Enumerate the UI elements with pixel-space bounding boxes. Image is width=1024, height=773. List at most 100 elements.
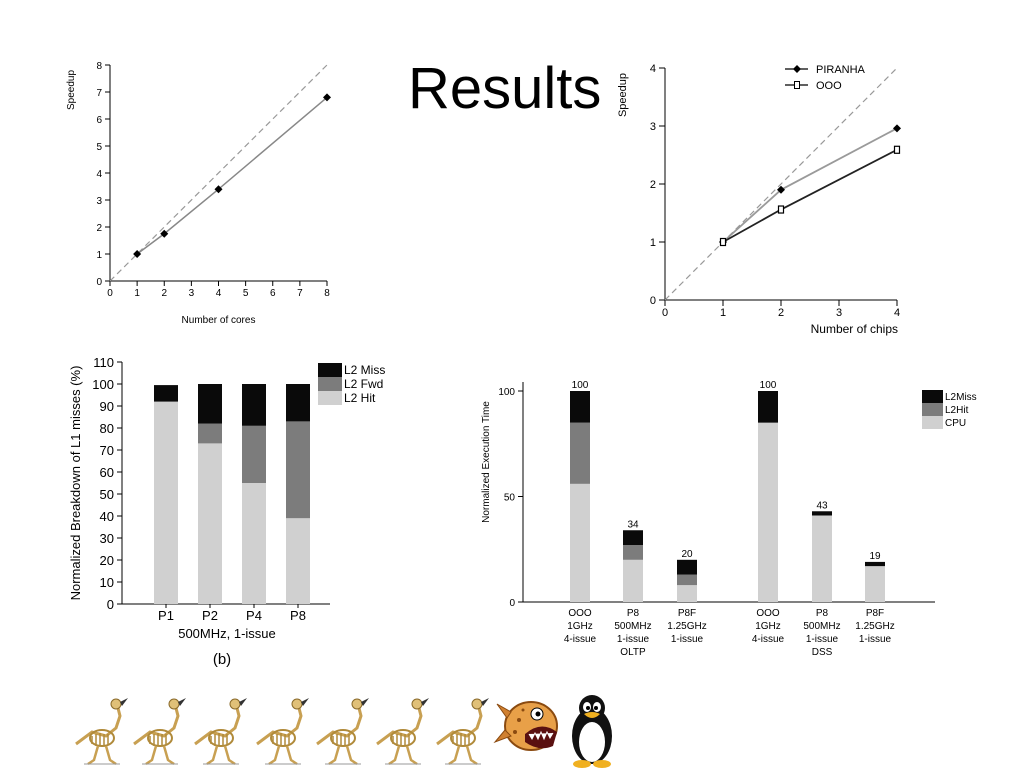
- y-tick-label: 7: [96, 88, 102, 99]
- data-point: [133, 250, 142, 258]
- bar-total-label: 19: [869, 551, 881, 562]
- bar-total-label: 100: [760, 380, 777, 391]
- bar-segment-l2miss: [812, 511, 832, 516]
- data-point: [893, 124, 901, 133]
- data-point: [777, 205, 785, 214]
- x-tick-label: 1.25GHz: [855, 621, 894, 632]
- bird-skeleton-icon: [315, 696, 371, 766]
- y-tick-label: 0: [107, 597, 114, 612]
- bar-segment-cpu: [677, 585, 697, 602]
- y-tick-label: 3: [96, 196, 102, 207]
- y-tick-label: 4: [650, 63, 656, 75]
- y-tick-label: 60: [100, 465, 114, 480]
- data-point: [893, 145, 901, 154]
- legend-label: PIRANHA: [816, 64, 866, 76]
- legend-label: L2Hit: [945, 405, 969, 416]
- x-tick-label: 1GHz: [755, 621, 781, 632]
- y-tick-label: 0: [650, 295, 656, 307]
- group-label: OLTP: [620, 647, 646, 658]
- y-tick-label: 20: [100, 553, 114, 568]
- bar-segment-l2-hit: [154, 401, 178, 604]
- y-tick-label: 10: [100, 575, 114, 590]
- x-tick-label: P8: [290, 608, 306, 623]
- y-tick-label: 0: [509, 598, 515, 609]
- y-axis-label: Normalized Execution Time: [481, 401, 492, 523]
- series-line-piranha: [722, 127, 898, 243]
- legend-swatch: [922, 390, 943, 403]
- x-tick-label: P8F: [866, 608, 884, 619]
- y-axis-label: Normalized Breakdown of L1 misses (%): [68, 366, 83, 601]
- legend-marker: [794, 81, 800, 89]
- x-tick-label: 2: [161, 288, 167, 299]
- y-tick-label: 30: [100, 531, 114, 546]
- bar-segment-cpu: [570, 483, 590, 602]
- x-tick-label: 8: [324, 288, 330, 299]
- y-tick-label: 2: [650, 179, 656, 191]
- x-tick-label: 1GHz: [567, 621, 593, 632]
- data-point: [214, 185, 223, 194]
- legend-swatch: [922, 416, 943, 429]
- legend-label: L2Miss: [945, 392, 977, 403]
- bar-segment-l2hit: [623, 545, 643, 560]
- legend-label: L2 Miss: [344, 363, 385, 377]
- x-tick-label: 4: [894, 307, 900, 319]
- x-tick-label: 4-issue: [564, 634, 597, 645]
- legend-swatch: [922, 403, 943, 416]
- bar-segment-l2-miss: [242, 384, 266, 426]
- bar-segment-l2-hit: [198, 443, 222, 604]
- y-axis-label: Speedup: [66, 70, 77, 110]
- bar-total-label: 34: [627, 519, 639, 530]
- x-tick-label: 4: [216, 288, 222, 299]
- bird-skeleton-icon: [132, 696, 188, 766]
- legend-swatch: [318, 363, 342, 377]
- mascot-row: [70, 690, 630, 768]
- bird-skeleton-icon: [193, 696, 249, 766]
- data-point: [719, 237, 727, 247]
- x-tick-label: 3: [189, 288, 195, 299]
- x-tick-label: OOO: [568, 608, 592, 619]
- y-tick-label: 1: [650, 237, 656, 249]
- x-tick-label: 2: [778, 307, 784, 319]
- x-axis-label: Number of chips: [811, 322, 898, 336]
- x-tick-label: 7: [297, 288, 303, 299]
- x-tick-label: P2: [202, 608, 218, 623]
- x-tick-label: 500MHz: [803, 621, 840, 632]
- piranha-icon: [493, 701, 558, 751]
- bird-skeleton-icon: [435, 696, 491, 766]
- y-axis-label: Speedup: [617, 73, 629, 117]
- x-tick-label: 1-issue: [859, 634, 892, 645]
- penguin-icon: [572, 695, 612, 768]
- bar-segment-l2miss: [758, 391, 778, 423]
- x-tick-label: OOO: [756, 608, 780, 619]
- y-tick-label: 4: [96, 169, 102, 180]
- bar-segment-l2miss: [570, 391, 590, 423]
- legend-swatch: [318, 377, 342, 391]
- bar-segment-cpu: [812, 515, 832, 602]
- bar-segment-l2-miss: [154, 385, 178, 402]
- x-axis-label: 500MHz, 1-issue: [178, 626, 276, 641]
- bar-segment-l2-hit: [242, 483, 266, 604]
- y-tick-label: 80: [100, 421, 114, 436]
- x-tick-label: 1-issue: [806, 634, 839, 645]
- y-tick-label: 6: [96, 115, 102, 126]
- bar-segment-l2-fwd: [242, 425, 266, 483]
- x-tick-label: 1: [720, 307, 726, 319]
- x-tick-label: 1-issue: [671, 634, 704, 645]
- y-tick-label: 1: [96, 250, 102, 261]
- x-tick-label: 1.25GHz: [667, 621, 706, 632]
- y-tick-label: 50: [504, 493, 516, 504]
- bar-segment-l2miss: [623, 530, 643, 546]
- legend-swatch: [318, 391, 342, 405]
- x-tick-label: 0: [662, 307, 668, 319]
- bar-total-label: 100: [572, 380, 589, 391]
- bar-segment-cpu: [623, 559, 643, 602]
- x-tick-label: P8: [816, 608, 829, 619]
- x-tick-label: 0: [107, 288, 113, 299]
- x-tick-label: P8F: [678, 608, 696, 619]
- y-tick-label: 100: [498, 387, 515, 398]
- x-tick-label: P4: [246, 608, 262, 623]
- bar-segment-l2-fwd: [286, 421, 310, 519]
- legend-marker: [793, 65, 801, 73]
- y-tick-label: 0: [96, 277, 102, 288]
